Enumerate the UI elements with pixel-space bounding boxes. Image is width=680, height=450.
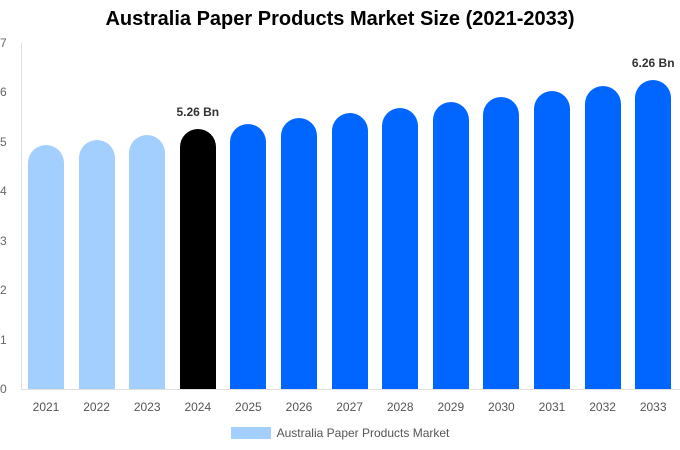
y-tick-label: 6 [0,85,7,100]
bar-2033[interactable] [635,79,672,389]
y-tick-label: 7 [0,36,7,50]
y-tick-label: 0 [0,382,7,396]
bar-2029[interactable] [432,101,469,389]
bar-2021[interactable] [28,145,64,389]
x-tick-label: 2025 [235,400,262,414]
y-axis-line [21,43,22,389]
bar-2024[interactable] [179,129,216,389]
bar-2030[interactable] [483,96,520,389]
x-tick-label: 2028 [386,400,414,414]
y-tick-label: 3 [0,233,7,248]
x-tick-label: 2027 [336,400,363,414]
x-tick-label: 2026 [285,400,313,414]
legend-swatch [230,427,271,439]
y-tick-label: 2 [0,283,7,298]
data-label: 5.26 Bn [176,105,220,119]
y-tick-label: 5 [0,134,7,149]
legend[interactable]: Australia Paper Products Market [0,426,680,440]
x-tick-label: 2023 [133,400,161,414]
y-tick-label: 1 [0,332,7,347]
x-tick-label: 2032 [589,400,616,414]
bar-2027[interactable] [331,113,368,389]
x-tick-label: 2024 [184,400,212,414]
bar-2026[interactable] [281,118,317,389]
x-tick-label: 2029 [437,400,465,414]
x-tick-label: 2021 [32,400,60,414]
x-tick-label: 2033 [639,400,667,414]
x-tick-label: 2022 [83,400,110,414]
x-axis-line [21,389,680,390]
bar-2032[interactable] [584,86,621,389]
bar-2028[interactable] [382,108,419,389]
chart-title: Australia Paper Products Market Size (20… [105,8,575,30]
y-tick-label: 4 [0,184,7,199]
bar-2025[interactable] [230,124,267,389]
bar-2031[interactable] [534,90,570,389]
legend-label: Australia Paper Products Market [276,426,450,440]
bar-2022[interactable] [78,140,115,389]
x-tick-label: 2031 [538,400,566,414]
data-label: 6.26 Bn [631,55,675,70]
x-tick-label: 2030 [488,400,515,414]
bar-2023[interactable] [129,134,166,389]
